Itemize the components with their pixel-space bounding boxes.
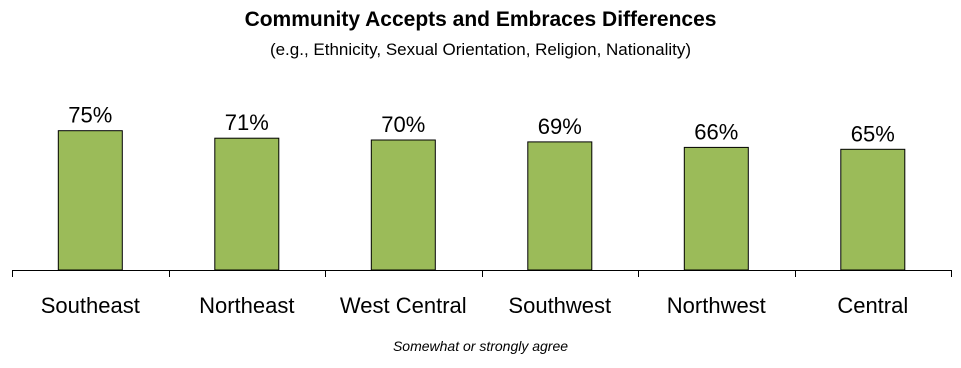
data-label: 65% bbox=[851, 121, 895, 146]
x-tick-label: Northeast bbox=[199, 293, 294, 318]
data-label: 70% bbox=[381, 112, 425, 137]
bar-southwest bbox=[527, 141, 593, 271]
data-label: 69% bbox=[538, 114, 582, 139]
labels-group: 75% Southeast 71% Northeast 70% West Central 6… bbox=[41, 103, 908, 318]
chart-subtitle: (e.g., Ethnicity, Sexual Orientation, Re… bbox=[269, 40, 692, 59]
bars-group bbox=[57, 130, 906, 271]
x-tick-label: Southwest bbox=[508, 293, 611, 318]
x-tick-label: Central bbox=[837, 293, 908, 318]
bar-west-central bbox=[370, 139, 436, 271]
bar-southeast bbox=[57, 130, 123, 271]
data-label: 71% bbox=[225, 110, 269, 135]
bar-central bbox=[840, 148, 906, 271]
x-tick-label: Northwest bbox=[667, 293, 766, 318]
bar-northeast bbox=[214, 137, 280, 271]
ticks-group bbox=[12, 270, 952, 277]
bar-northwest bbox=[683, 146, 749, 271]
x-tick-label: West Central bbox=[340, 293, 467, 318]
data-label: 66% bbox=[694, 119, 738, 144]
chart-title: Community Accepts and Embraces Differenc… bbox=[244, 8, 717, 31]
x-tick-label: Southeast bbox=[41, 293, 140, 318]
data-label: 75% bbox=[68, 103, 112, 128]
chart-footnote: Somewhat or strongly agree bbox=[392, 338, 569, 354]
